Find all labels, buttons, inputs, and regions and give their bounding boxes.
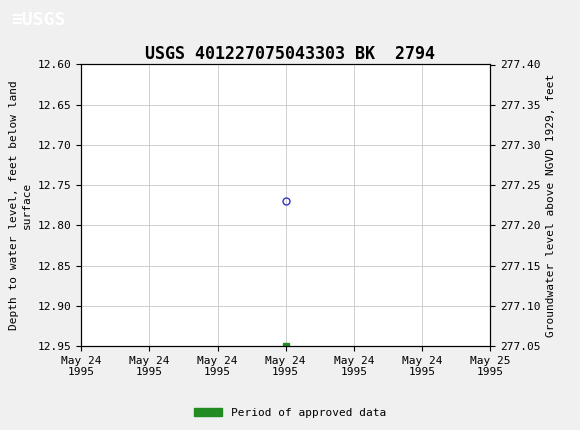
Y-axis label: Depth to water level, feet below land
surface: Depth to water level, feet below land su…	[9, 80, 32, 330]
Text: USGS 401227075043303 BK  2794: USGS 401227075043303 BK 2794	[145, 45, 435, 63]
Y-axis label: Groundwater level above NGVD 1929, feet: Groundwater level above NGVD 1929, feet	[546, 74, 556, 337]
Text: ≡USGS: ≡USGS	[12, 12, 66, 29]
Legend: Period of approved data: Period of approved data	[190, 403, 390, 422]
